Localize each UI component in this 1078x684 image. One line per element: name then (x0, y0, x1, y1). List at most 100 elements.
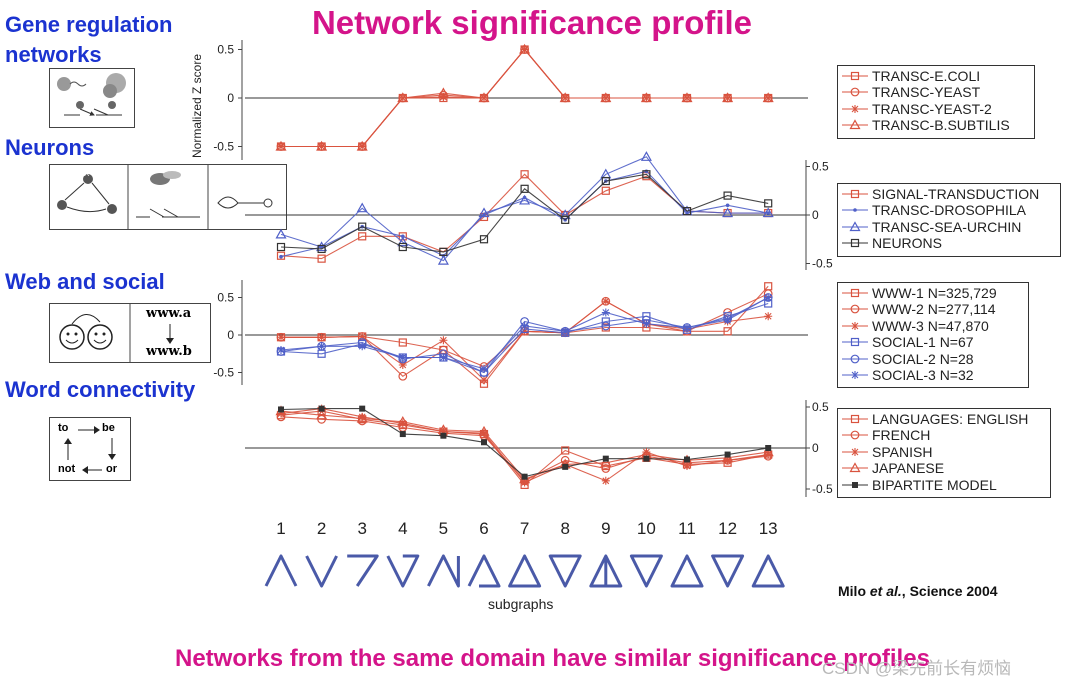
data-point (561, 446, 570, 455)
legend-item: JAPANESE (838, 460, 1050, 476)
data-point (317, 244, 326, 254)
legend-label: NEURONS (872, 235, 943, 252)
data-point (521, 473, 528, 480)
legend-swatch (842, 119, 868, 130)
subgraph-number: 3 (357, 519, 367, 538)
data-point (685, 211, 689, 215)
data-point (439, 427, 448, 436)
data-point (723, 327, 732, 336)
legend-label: WWW-3 N=47,870 (872, 317, 989, 334)
data-point (640, 151, 652, 161)
legend-swatch (842, 221, 868, 231)
subgraph-motif-icon (629, 554, 663, 588)
legend-label: SOCIAL-1 N=67 (872, 334, 974, 351)
data-point (682, 207, 692, 216)
legend-item: SIGNAL-TRANSDUCTION (838, 186, 1060, 202)
legend-item: TRANSC-YEAST-2 (838, 101, 1034, 117)
data-point (520, 327, 529, 336)
y-tick-label: -0.5 (213, 366, 234, 380)
legend-marker (850, 338, 860, 347)
data-point (764, 450, 773, 459)
data-point (722, 207, 734, 218)
legend-label: LANGUAGES: ENGLISH (872, 411, 1029, 427)
icon-x-label: X (84, 169, 90, 178)
legend-marker (850, 354, 860, 363)
legend-marker (851, 104, 859, 113)
legend-item: NEURONS (838, 235, 1060, 251)
legend-item: TRANSC-SEA-URCHIN (838, 219, 1060, 235)
data-point (318, 405, 325, 412)
data-point (398, 419, 407, 428)
legend-swatch (842, 239, 868, 248)
data-point (520, 170, 529, 179)
citation-author: Milo (838, 583, 870, 599)
subgraph-number: 10 (636, 519, 656, 538)
legend-marker (850, 71, 860, 81)
data-point (725, 203, 730, 208)
data-point (316, 241, 328, 252)
data-point (601, 176, 610, 186)
legend-marker (850, 414, 860, 424)
legend-neurons: SIGNAL-TRANSDUCTION TRANSC-DROSOPHILA TRAN… (837, 183, 1061, 257)
subgraph-motif-icon (347, 554, 379, 587)
legend-label: FRENCH (872, 427, 931, 444)
legend-swatch (842, 104, 868, 113)
subgraph-number: 12 (718, 519, 738, 538)
legend-item: WWW-1 N=325,729 (838, 285, 1028, 301)
data-point (279, 254, 283, 259)
legend-swatch (842, 338, 868, 347)
data-point (601, 317, 610, 326)
data-point (316, 140, 328, 151)
data-point (398, 242, 407, 252)
legend-label: TRANSC-SEA-URCHIN (872, 218, 1022, 235)
data-point (356, 412, 368, 423)
subgraph-motif-icon (508, 554, 542, 588)
data-point (316, 409, 328, 420)
data-point (437, 254, 449, 265)
y-tick-label: 0.5 (217, 291, 234, 305)
legend-label: WWW-1 N=325,729 (872, 285, 997, 301)
legend-item: FRENCH (838, 427, 1050, 443)
legend-label: SIGNAL-TRANSDUCTION (872, 186, 1040, 202)
legend-marker (849, 462, 861, 473)
citation: Milo et al., Science 2004 (838, 583, 998, 599)
web-social-icon: www.a www.b (49, 303, 211, 363)
legend-item: SOCIAL-1 N=67 (838, 334, 1028, 350)
data-point (601, 186, 610, 195)
subgraph-motif-icon (711, 554, 745, 588)
legend-label: TRANSC-YEAST (872, 84, 981, 101)
footer-caption: Networks from the same domain have simil… (175, 645, 930, 672)
y-tick-label: 0 (227, 91, 234, 105)
legend-swatch (842, 71, 868, 81)
data-point (358, 412, 367, 421)
legend-marker (852, 481, 858, 488)
subgraph-number: 2 (316, 519, 327, 538)
word-to: to (58, 422, 69, 434)
legend-swatch (842, 354, 868, 363)
legend-languages: LANGUAGES: ENGLISH FRENCH SPANISH JAPANESE B… (837, 408, 1051, 498)
series-line-transc-b-subtilis (281, 48, 769, 148)
legend-swatch (842, 321, 868, 330)
data-point (359, 405, 366, 412)
subgraph-motif-icon (751, 554, 785, 588)
data-point (723, 316, 732, 324)
legend-label: TRANSC-B.SUBTILIS (872, 117, 1010, 134)
data-point (724, 451, 731, 458)
legend-swatch (842, 414, 868, 424)
subgraph-number: 1 (276, 519, 286, 538)
data-point (723, 456, 732, 465)
data-point (601, 464, 611, 473)
data-point (683, 323, 691, 332)
data-point (275, 228, 287, 239)
subgraph-motif-icon (589, 554, 623, 588)
data-point (277, 346, 285, 354)
legend-swatch (842, 447, 868, 456)
legend-item: WWW-3 N=47,870 (838, 318, 1028, 334)
chart-panel-4: 0.5 0 -0.5 (245, 400, 833, 497)
subgraph-motif-icon (548, 554, 582, 588)
subgraph-number: 6 (479, 519, 489, 538)
legend-marker (853, 208, 857, 213)
legend-label: SPANISH (872, 443, 933, 460)
data-point (358, 222, 367, 231)
legend-swatch (842, 430, 868, 440)
